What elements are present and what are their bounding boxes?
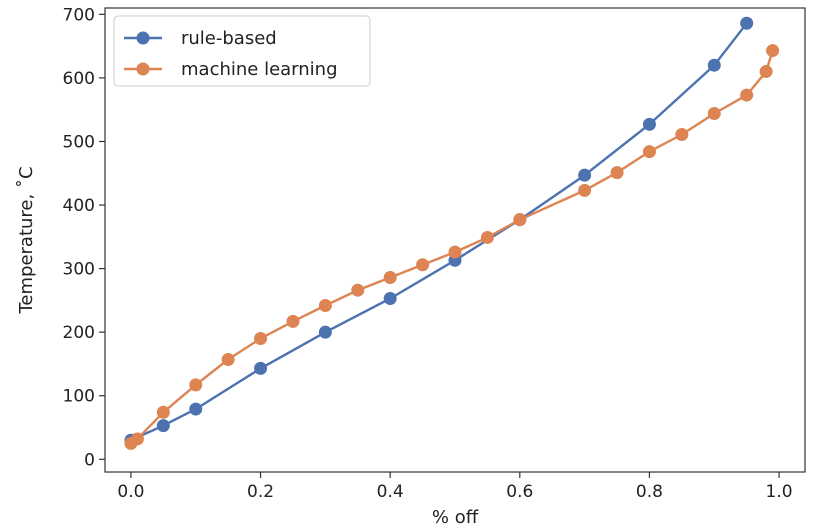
data-point: [156, 405, 170, 419]
data-point: [642, 117, 656, 131]
y-tick-label: 200: [63, 323, 95, 343]
data-point: [254, 332, 268, 346]
data-point: [707, 107, 721, 121]
data-point: [610, 166, 624, 180]
data-point: [189, 378, 203, 392]
x-tick-label: 0.8: [636, 482, 663, 502]
data-point: [766, 44, 780, 58]
series-machine-learning: [124, 44, 780, 450]
plot-area: [124, 16, 780, 450]
legend-marker: [136, 62, 150, 76]
series-line: [130, 50, 774, 445]
data-point: [383, 291, 397, 305]
data-point: [416, 258, 430, 272]
y-tick-label: 500: [63, 132, 95, 152]
x-tick-label: 0.2: [247, 482, 274, 502]
data-point: [130, 432, 144, 446]
data-point: [740, 88, 754, 102]
legend-label: rule-based: [181, 28, 277, 49]
x-tick-label: 0.0: [117, 482, 144, 502]
legend-label: machine learning: [181, 59, 338, 80]
y-axis-label: Temperature, ˚C: [16, 166, 37, 314]
y-tick-label: 700: [63, 5, 95, 25]
y-tick-label: 300: [63, 260, 95, 280]
y-tick-label: 400: [63, 196, 95, 216]
data-point: [642, 145, 656, 159]
data-point: [513, 213, 527, 227]
data-point: [221, 352, 235, 366]
x-tick-label: 0.4: [377, 482, 404, 502]
x-tick-label: 0.6: [506, 482, 533, 502]
plot-frame: [104, 7, 806, 473]
legend-box: [113, 15, 371, 87]
data-point: [578, 183, 592, 197]
y-tick-label: 100: [63, 387, 95, 407]
data-point: [448, 245, 462, 259]
data-point: [675, 127, 689, 141]
data-point: [740, 16, 754, 30]
legend: rule-based machine learning: [113, 15, 371, 87]
axes: 0.0 0.2 0.4 0.6 0.8 1.0 0 100 200 300 400 500 600 700: [63, 5, 806, 502]
legend-item: machine learning: [124, 59, 338, 80]
data-point: [383, 271, 397, 285]
data-point: [254, 361, 268, 375]
x-axis-label: % off: [432, 507, 479, 528]
data-point: [707, 58, 721, 72]
data-point: [318, 325, 332, 339]
data-point: [351, 283, 365, 297]
data-point: [286, 314, 300, 328]
data-point: [759, 65, 773, 79]
y-tick-label: 600: [63, 69, 95, 89]
legend-marker: [136, 31, 150, 45]
data-point: [578, 168, 592, 182]
x-tick-label: 1.0: [766, 482, 793, 502]
data-point: [480, 230, 494, 244]
data-point: [156, 419, 170, 433]
data-point: [189, 402, 203, 416]
y-tick-label: 0: [84, 450, 95, 470]
legend-item: rule-based: [124, 28, 277, 49]
data-point: [318, 298, 332, 312]
